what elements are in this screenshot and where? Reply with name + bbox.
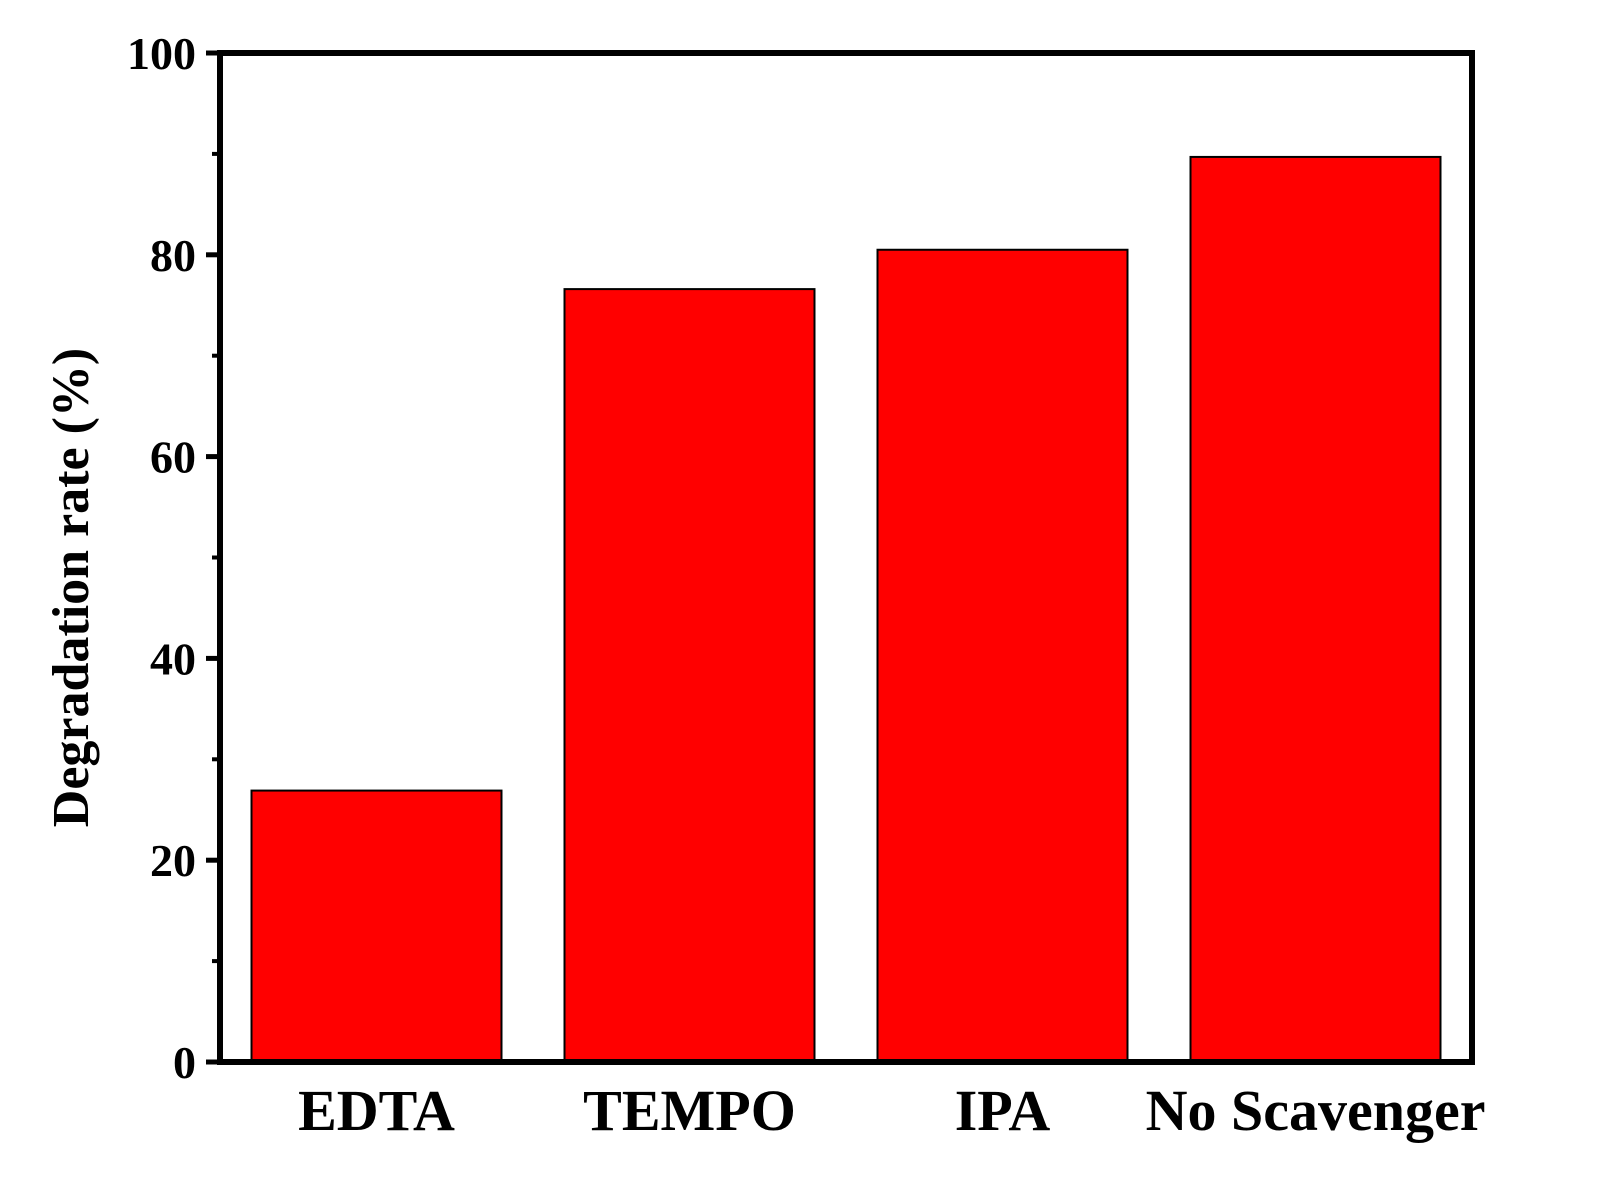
x-category-label: IPA <box>955 1078 1051 1143</box>
y-tick-label: 60 <box>150 432 196 483</box>
x-category-label: EDTA <box>298 1078 455 1143</box>
bars <box>250 155 1442 1063</box>
y-axis-title: Degradation rate (%) <box>43 348 100 827</box>
y-tick-label: 80 <box>150 230 196 281</box>
x-category-label: No Scavenger <box>1146 1078 1486 1143</box>
bar-edta <box>250 789 503 1063</box>
x-category-label: TEMPO <box>583 1078 796 1143</box>
y-tick-label: 0 <box>173 1037 196 1088</box>
bar-ipa <box>876 248 1129 1063</box>
y-tick-label: 20 <box>150 835 196 886</box>
bar-no-scavenger <box>1189 155 1442 1063</box>
y-tick-label: 40 <box>150 633 196 684</box>
y-tick-label: 100 <box>127 28 196 79</box>
category-labels: EDTA TEMPO IPA No Scavenger <box>298 1078 1485 1143</box>
y-axis-ticks: 0 20 40 60 80 100 <box>127 28 220 1088</box>
bar-tempo <box>563 288 816 1063</box>
